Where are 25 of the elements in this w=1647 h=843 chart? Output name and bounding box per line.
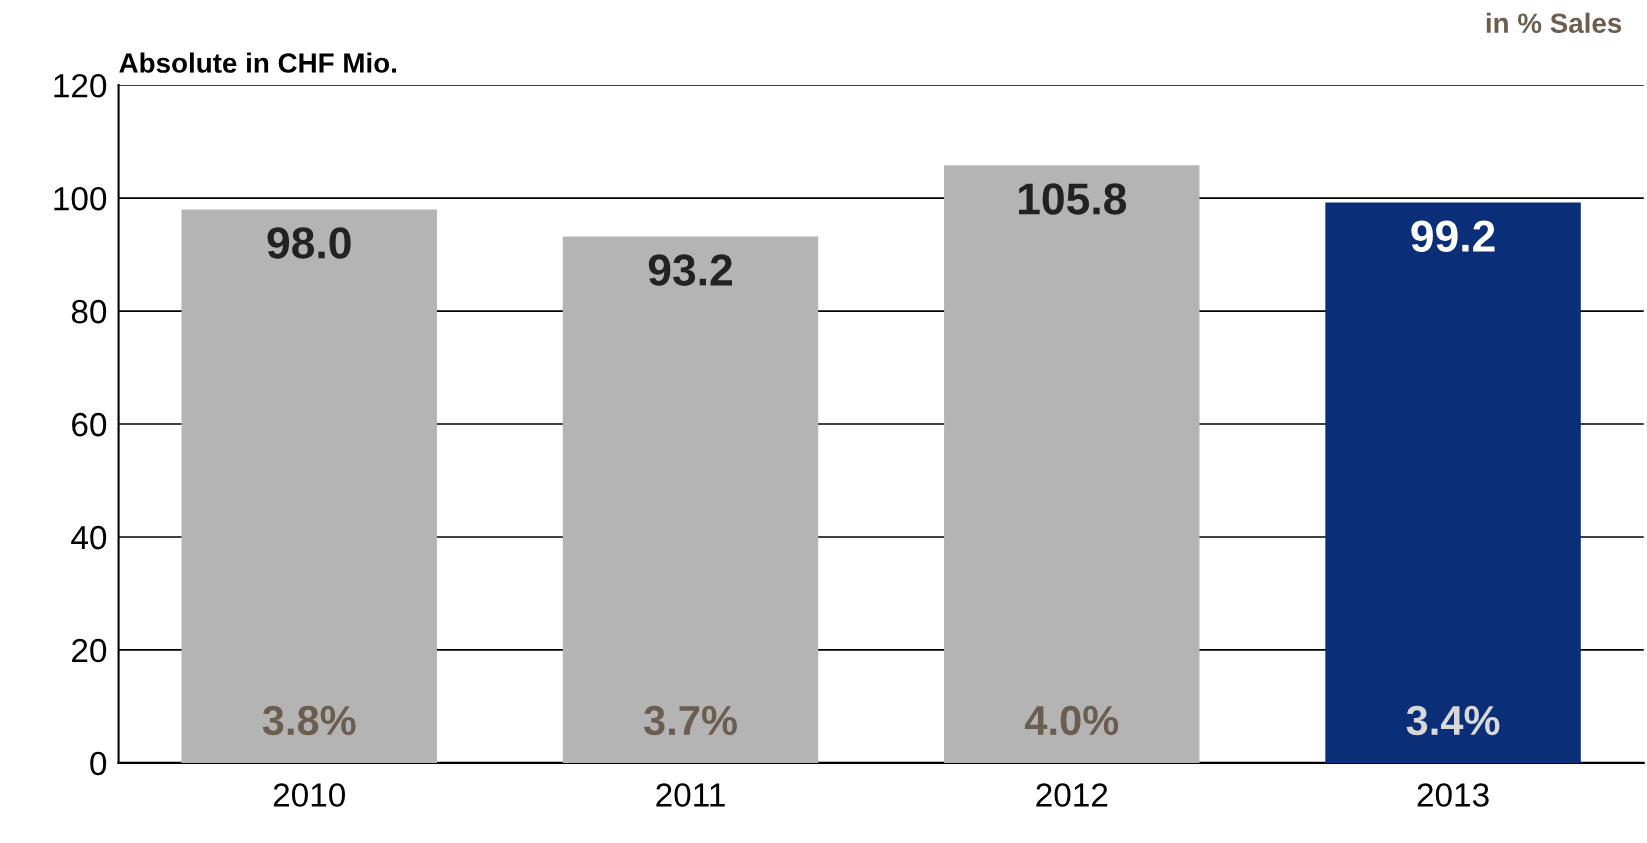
y-tick-label: 20 [72,638,107,663]
data-label: 99.2 [1411,220,1495,252]
bar [181,209,437,763]
bar [1325,202,1581,763]
data-label: 105.8 [1018,183,1127,215]
y-tick-label: 0 [90,751,107,776]
y-tick-label: 80 [71,299,107,324]
y-tick-label: 40 [71,525,107,550]
y-axis-title: Absolute in CHF Mio. [119,52,396,73]
y-tick-label: 120 [54,73,107,98]
x-tick-label: 2011 [656,783,725,807]
data-label: 93.2 [648,254,732,286]
y-tick-label: 100 [54,186,107,211]
text: in % Sales [1486,12,1622,34]
data-label: 98.0 [267,227,351,259]
y-tick-label: 60 [72,412,107,437]
annotation: 3.7% [643,705,737,736]
x-tick-label: 2012 [1036,783,1108,807]
bar [944,165,1200,763]
bar [562,236,819,763]
x-tick-label: 2013 [1417,783,1489,807]
annotation: 3.8% [262,705,356,736]
annotation: 3.4% [1406,705,1500,736]
annotation: 4.0% [1024,705,1119,736]
x-tick-label: 2010 [273,783,345,807]
